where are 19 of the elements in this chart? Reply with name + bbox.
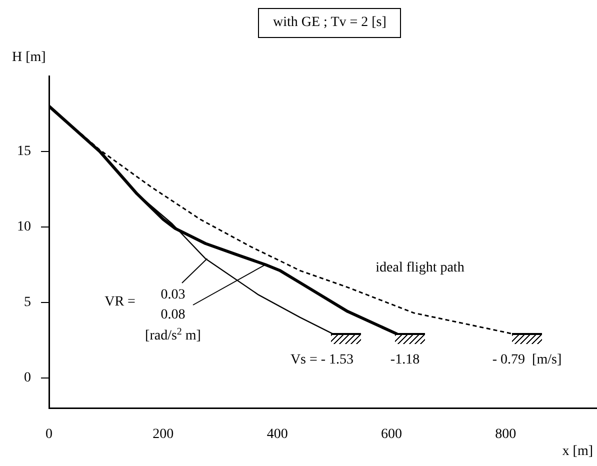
annotation: VR = [104,294,136,310]
annotation: -1.18 [390,352,420,368]
annotation: 0.08 [160,308,186,323]
annotation: - 0.79 [m/s] [492,352,562,368]
annotation: 0.03 [160,288,186,303]
y-tick-label: 0 [24,370,31,386]
annotation: ideal flight path [376,260,464,276]
chart-title: with GE ; Tv = 2 [s] [258,8,402,38]
x-axis-title: x [m] [562,444,593,460]
x-tick-label: 400 [266,427,288,442]
x-tick-label: 200 [152,427,174,442]
annotation: Vs = - 1.53 [290,352,354,368]
x-tick-label: 800 [495,427,516,442]
x-tick-label: 0 [46,427,52,442]
y-axis-title: H [m] [12,50,46,66]
y-tick-label: 10 [17,220,31,235]
y-tick-label: 15 [17,144,31,160]
y-tick-label: 5 [24,295,31,310]
x-tick-label: 600 [381,427,402,442]
